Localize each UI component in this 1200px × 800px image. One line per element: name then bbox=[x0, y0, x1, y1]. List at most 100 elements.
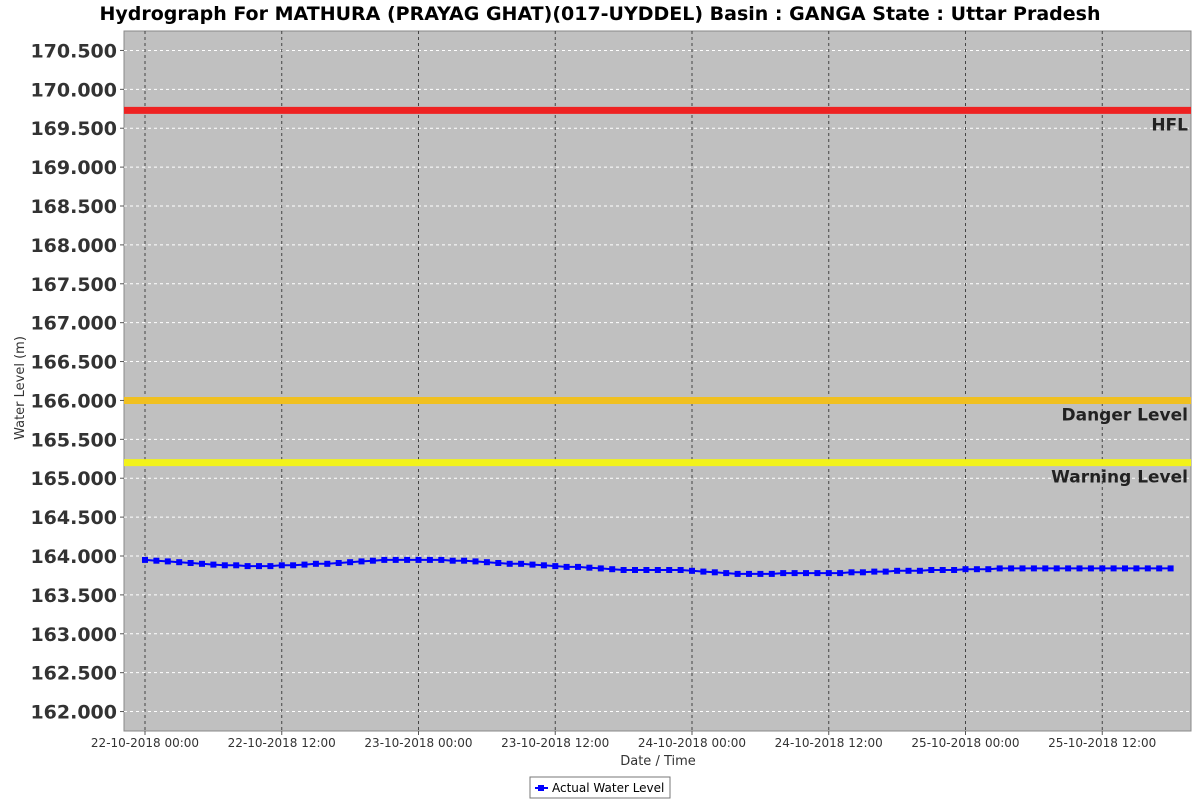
data-point bbox=[449, 557, 456, 564]
y-tick-label: 170.000 bbox=[30, 79, 117, 101]
y-tick-label: 162.500 bbox=[30, 663, 117, 685]
data-point bbox=[711, 569, 718, 576]
data-point bbox=[791, 570, 798, 577]
data-point bbox=[723, 570, 730, 577]
data-point bbox=[894, 567, 901, 574]
data-point bbox=[472, 558, 479, 565]
data-point bbox=[951, 567, 958, 573]
data-point bbox=[461, 557, 468, 564]
data-point bbox=[985, 566, 992, 573]
data-point bbox=[438, 556, 445, 563]
data-point bbox=[996, 565, 1003, 572]
legend-label: Actual Water Level bbox=[552, 781, 664, 795]
y-tick-label: 165.500 bbox=[30, 429, 117, 451]
data-point bbox=[142, 556, 148, 563]
data-point bbox=[871, 568, 878, 575]
data-point bbox=[700, 568, 707, 575]
y-tick-label: 169.000 bbox=[30, 157, 117, 179]
data-point bbox=[780, 570, 787, 577]
data-point bbox=[825, 570, 832, 577]
data-point bbox=[1133, 565, 1140, 572]
data-point bbox=[643, 567, 650, 573]
x-tick-label: 22-10-2018 00:00 bbox=[91, 736, 199, 750]
data-point bbox=[267, 563, 274, 570]
y-tick-label: 163.500 bbox=[30, 585, 117, 607]
data-point bbox=[837, 570, 844, 577]
y-axis-label: Water Level (m) bbox=[13, 336, 28, 440]
y-tick-label: 166.500 bbox=[30, 352, 117, 374]
data-point bbox=[483, 559, 490, 566]
data-point bbox=[814, 570, 821, 577]
data-point bbox=[312, 560, 319, 567]
data-point bbox=[301, 561, 308, 568]
data-point bbox=[928, 567, 935, 573]
x-tick-label: 23-10-2018 00:00 bbox=[364, 736, 472, 750]
data-point bbox=[415, 556, 422, 563]
reference-line-label: HFL bbox=[1151, 115, 1188, 135]
data-point bbox=[575, 563, 581, 570]
plot-area bbox=[123, 30, 1192, 732]
reference-line-label: Danger Level bbox=[1062, 405, 1189, 425]
data-point bbox=[916, 567, 923, 574]
data-point bbox=[586, 564, 593, 571]
y-tick-label: 167.500 bbox=[30, 274, 117, 296]
legend-box bbox=[529, 776, 671, 799]
legend: Actual Water Level bbox=[529, 776, 671, 799]
data-point bbox=[666, 567, 673, 573]
x-gridlines bbox=[144, 31, 1103, 731]
data-point bbox=[199, 560, 205, 567]
data-point bbox=[609, 566, 616, 573]
data-point bbox=[1156, 565, 1163, 572]
y-tick-label: 167.000 bbox=[30, 313, 117, 335]
data-point bbox=[1167, 565, 1174, 572]
y-tick-label: 162.000 bbox=[30, 702, 117, 724]
data-point bbox=[381, 556, 388, 563]
data-point bbox=[632, 567, 638, 573]
data-point bbox=[426, 556, 433, 563]
data-point bbox=[654, 567, 661, 573]
y-tick-label: 169.500 bbox=[30, 118, 117, 140]
y-tick-label: 163.000 bbox=[30, 624, 117, 646]
x-axis-label: Date / Time bbox=[620, 754, 696, 769]
data-point bbox=[153, 557, 160, 564]
data-point bbox=[620, 567, 627, 573]
series-actual-water-level bbox=[142, 556, 1174, 577]
data-point bbox=[256, 563, 262, 570]
data-point bbox=[848, 569, 855, 576]
data-point bbox=[506, 560, 513, 567]
data-point bbox=[689, 567, 695, 574]
data-point bbox=[1019, 565, 1026, 572]
data-point bbox=[324, 560, 331, 567]
data-point bbox=[757, 570, 764, 577]
data-point bbox=[369, 557, 376, 564]
data-point bbox=[597, 565, 604, 572]
data-point bbox=[734, 570, 741, 577]
data-point bbox=[1008, 565, 1015, 572]
data-point bbox=[1122, 565, 1128, 572]
reference-lines: HFL Danger Level Warning Level bbox=[124, 106, 1191, 488]
y-tick-label: 170.500 bbox=[30, 40, 117, 62]
data-point bbox=[404, 556, 411, 563]
data-point bbox=[768, 570, 775, 577]
legend-marker-swatch bbox=[538, 785, 544, 791]
data-point bbox=[518, 560, 525, 567]
data-point bbox=[1144, 565, 1151, 572]
data-point bbox=[290, 562, 297, 569]
y-tick-label: 164.000 bbox=[30, 546, 117, 568]
x-tick-label: 22-10-2018 12:00 bbox=[228, 736, 336, 750]
data-point bbox=[939, 567, 946, 573]
data-point bbox=[746, 570, 752, 577]
data-point bbox=[1030, 565, 1037, 572]
data-point bbox=[495, 560, 502, 566]
data-point bbox=[244, 563, 251, 570]
data-point bbox=[973, 566, 980, 573]
x-tick-label: 24-10-2018 12:00 bbox=[775, 736, 883, 750]
data-point bbox=[962, 566, 969, 573]
chart-title: Hydrograph For MATHURA (PRAYAG GHAT)(017… bbox=[100, 3, 1101, 25]
data-point bbox=[392, 556, 399, 563]
y-tick-label: 164.500 bbox=[30, 507, 117, 529]
data-point bbox=[210, 561, 217, 568]
y-tick-label: 166.000 bbox=[30, 390, 117, 412]
data-point bbox=[187, 560, 194, 566]
x-tick-label: 23-10-2018 12:00 bbox=[501, 736, 609, 750]
